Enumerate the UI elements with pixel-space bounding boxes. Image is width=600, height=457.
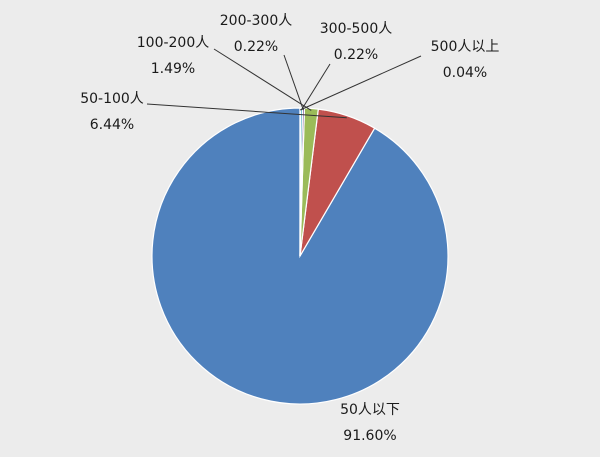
leader-line-6 bbox=[299, 55, 422, 111]
category-label-1: 50人以下 bbox=[340, 402, 400, 418]
value-label-5: 0.22% bbox=[334, 47, 378, 63]
leader-line-5 bbox=[300, 63, 331, 111]
value-label-3: 1.49% bbox=[151, 61, 195, 77]
value-label-2: 6.44% bbox=[90, 117, 134, 133]
value-label-1: 91.60% bbox=[343, 428, 396, 444]
leader-line-2 bbox=[146, 103, 347, 119]
data-labels: 50人以下 91.60% 50-100人 6.44% 100-200人 1.49% 200-… bbox=[80, 13, 499, 444]
category-label-6: 500人以上 bbox=[431, 39, 500, 55]
leader-line-3 bbox=[213, 48, 312, 111]
category-label-3: 100-200人 bbox=[137, 35, 210, 51]
value-label-6: 0.04% bbox=[443, 65, 487, 81]
leader-lines bbox=[146, 48, 422, 119]
category-label-2: 50-100人 bbox=[80, 91, 144, 107]
pie-slices bbox=[151, 107, 449, 405]
value-label-4: 0.22% bbox=[234, 39, 278, 55]
category-label-5: 300-500人 bbox=[320, 21, 393, 37]
category-label-4: 200-300人 bbox=[220, 13, 293, 29]
leader-line-4 bbox=[283, 54, 304, 111]
